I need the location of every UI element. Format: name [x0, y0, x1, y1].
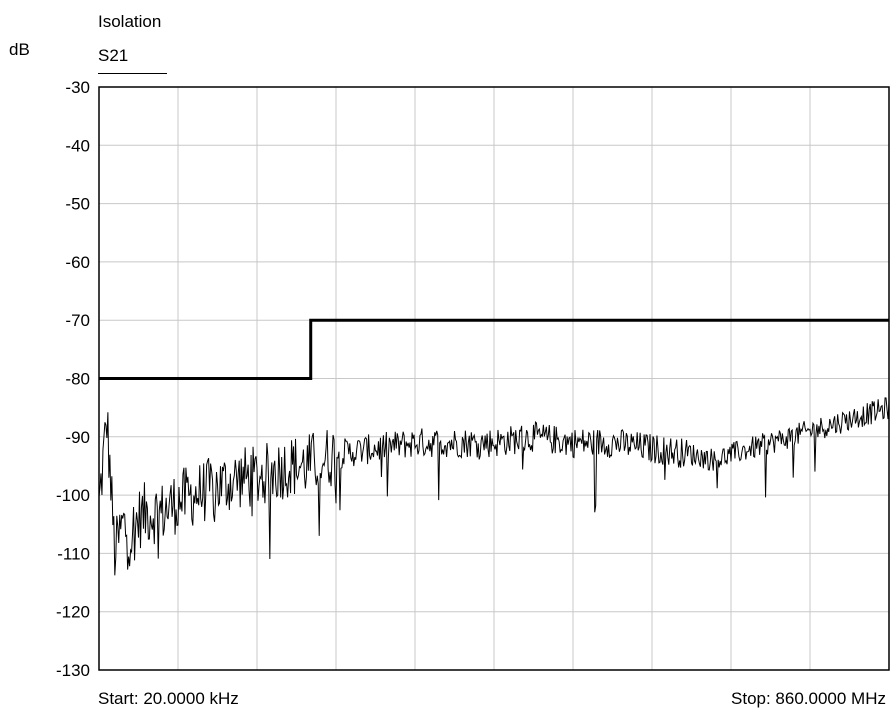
stop-frequency-label: Stop: 860.0000 MHz	[731, 689, 886, 708]
y-tick-label: -30	[65, 78, 90, 97]
y-tick-label: -50	[65, 195, 90, 214]
y-tick-label: -130	[56, 661, 90, 680]
y-tick-label: -70	[65, 311, 90, 330]
y-tick-label: -90	[65, 428, 90, 447]
y-tick-label: -40	[65, 136, 90, 155]
series-line-s21	[98, 397, 890, 576]
y-tick-label: -80	[65, 370, 90, 389]
y-tick-label: -100	[56, 486, 90, 505]
y-axis-label: dB	[9, 40, 30, 59]
y-tick-labels: -30 -40 -50 -60 -70 -80 -90 -100 -110 -120 -130	[56, 78, 90, 680]
grid	[99, 87, 889, 670]
legend-entry-s21: S21	[98, 46, 129, 65]
chart-title: Isolation	[98, 12, 162, 31]
y-tick-label: -60	[65, 253, 90, 272]
legend-underline	[98, 73, 167, 74]
plot-frame	[98, 86, 890, 671]
y-tick-label: -110	[57, 544, 90, 563]
limit-line	[99, 318, 889, 380]
start-frequency-label: Start: 20.0000 kHz	[98, 689, 239, 708]
y-tick-label: -120	[56, 603, 90, 622]
series-layer	[98, 318, 890, 576]
